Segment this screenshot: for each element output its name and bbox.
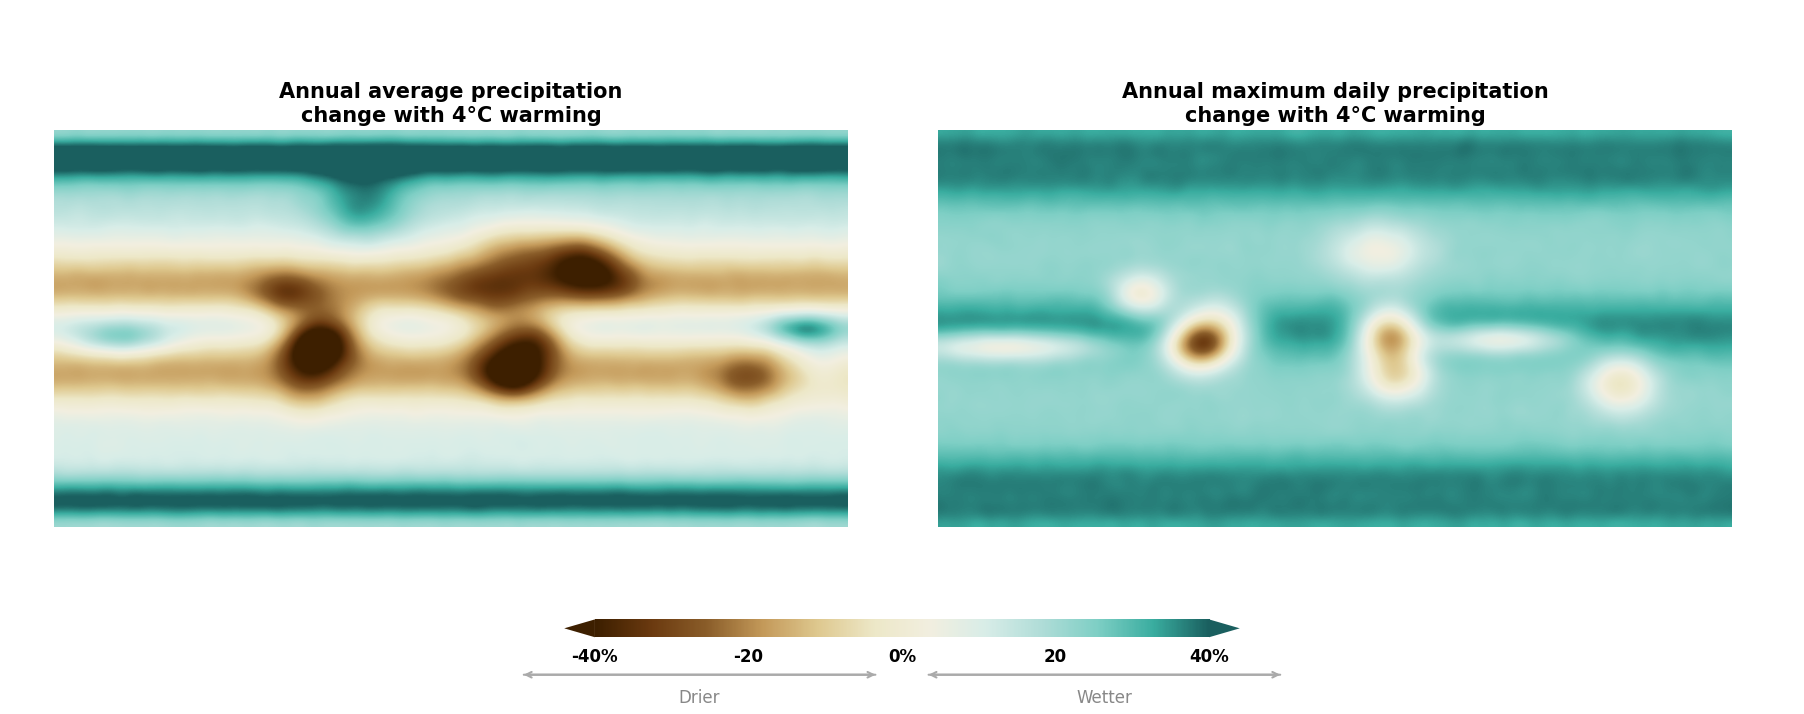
Polygon shape [565,619,595,637]
Title: Annual maximum daily precipitation
change with 4°C warming: Annual maximum daily precipitation chang… [1122,82,1548,126]
Title: Annual average precipitation
change with 4°C warming: Annual average precipitation change with… [280,82,622,126]
Polygon shape [1209,619,1239,637]
Text: Drier: Drier [678,689,720,707]
Text: Wetter: Wetter [1077,689,1133,707]
